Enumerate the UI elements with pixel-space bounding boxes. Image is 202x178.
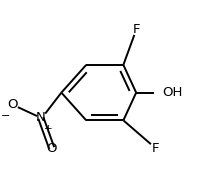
Text: O: O	[46, 142, 57, 155]
Text: OH: OH	[163, 86, 183, 99]
Text: N: N	[36, 111, 46, 124]
Text: −: −	[1, 111, 11, 121]
Text: +: +	[44, 124, 52, 134]
Text: O: O	[7, 98, 18, 111]
Text: F: F	[133, 23, 140, 36]
Text: F: F	[152, 142, 159, 155]
